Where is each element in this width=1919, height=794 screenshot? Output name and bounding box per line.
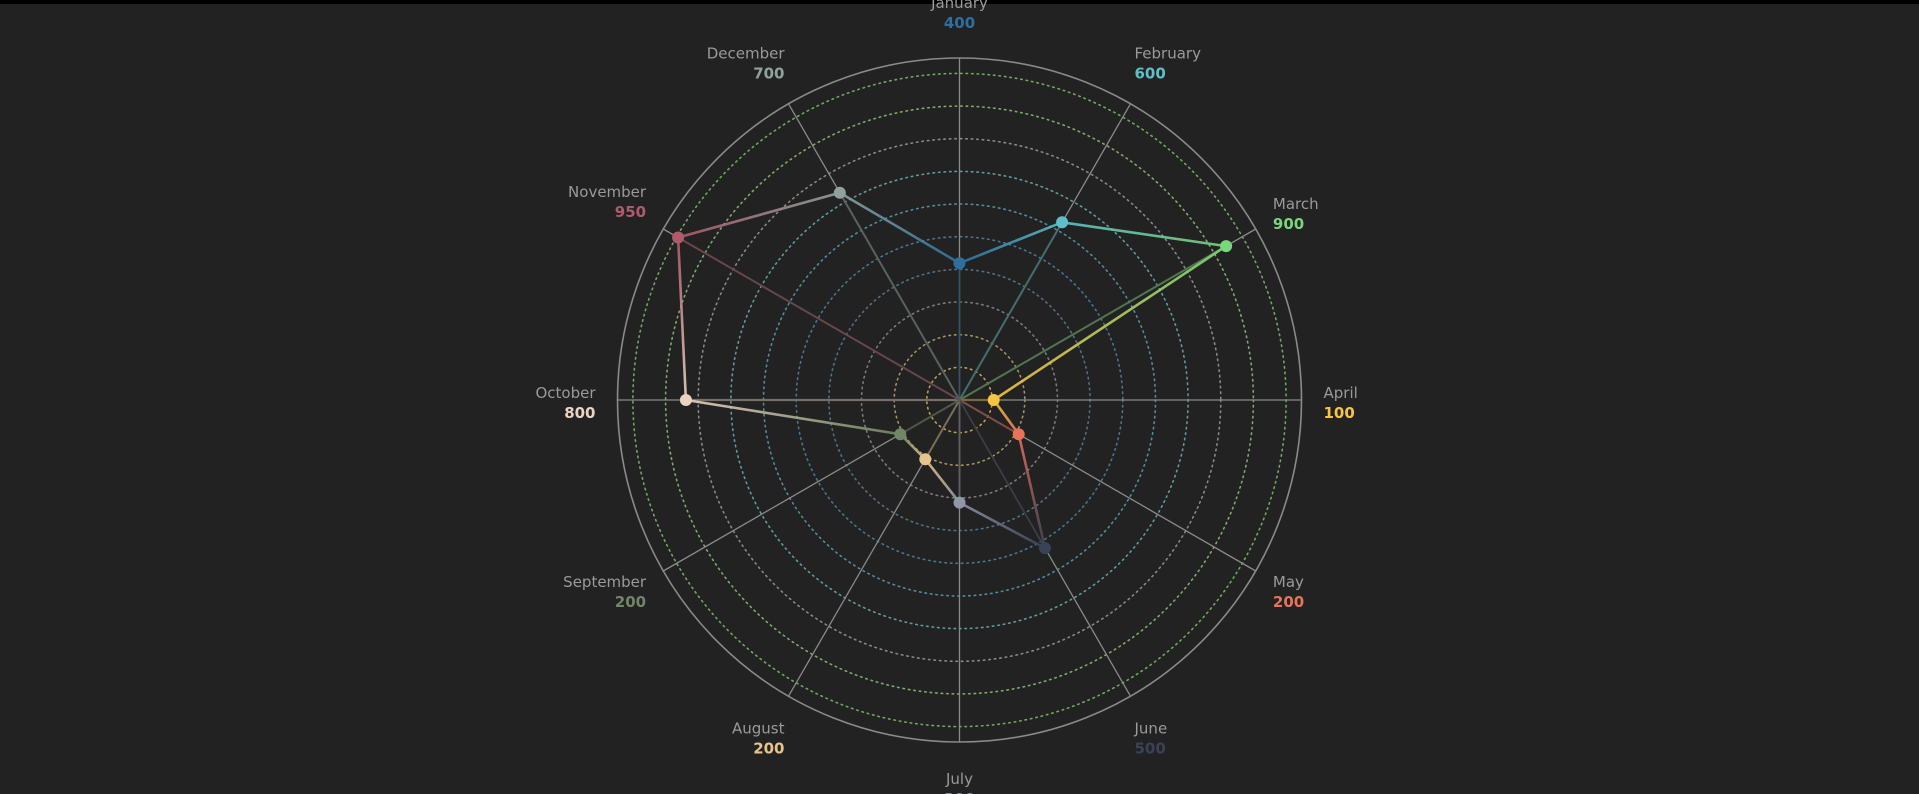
- month-label-december: December: [707, 45, 786, 63]
- series-edge: [838, 191, 961, 265]
- data-point-april: [987, 394, 1000, 406]
- month-label-may: May: [1273, 573, 1304, 591]
- series-edge: [992, 244, 1228, 402]
- series-edge: [1017, 432, 1047, 550]
- data-point-may: [1012, 428, 1025, 441]
- data-point-september: [894, 428, 907, 441]
- value-label-november: 950: [615, 203, 646, 221]
- value-label-december: 700: [753, 65, 784, 83]
- center-line-december: [838, 192, 961, 401]
- center-line-march: [958, 245, 1227, 401]
- center-line-may: [958, 399, 1020, 436]
- center-line-november: [677, 236, 961, 401]
- series-edge: [992, 398, 1021, 436]
- value-label-october: 800: [564, 404, 595, 422]
- series-edge: [676, 191, 842, 239]
- data-point-june: [1039, 542, 1051, 555]
- month-label-march: March: [1273, 195, 1319, 213]
- month-label-august: August: [732, 719, 785, 737]
- data-point-february: [1056, 216, 1069, 229]
- value-label-february: 600: [1135, 65, 1166, 83]
- month-label-july: July: [945, 770, 973, 788]
- value-label-march: 900: [1273, 215, 1304, 233]
- month-label-february: February: [1135, 45, 1202, 63]
- series-edge: [923, 457, 961, 504]
- value-label-may: 200: [1273, 593, 1304, 611]
- value-label-january: 400: [944, 14, 975, 32]
- month-label-september: September: [563, 573, 647, 591]
- month-label-january: January: [930, 0, 988, 12]
- value-label-june: 500: [1135, 739, 1166, 757]
- window-top-border: [0, 0, 1919, 4]
- center-line-june: [958, 399, 1046, 549]
- data-point-march: [1220, 240, 1233, 253]
- value-label-september: 200: [615, 593, 646, 611]
- month-label-april: April: [1324, 384, 1358, 402]
- value-label-july: 300: [944, 790, 975, 794]
- data-point-january: [953, 257, 966, 270]
- value-label-august: 200: [753, 739, 784, 757]
- series-edge: [684, 398, 902, 436]
- center-line-september: [899, 399, 961, 436]
- data-point-august: [919, 453, 932, 466]
- month-label-june: June: [1134, 719, 1168, 737]
- center-line-august: [924, 399, 961, 460]
- data-point-december: [833, 186, 846, 199]
- month-label-october: October: [535, 384, 596, 402]
- data-point-july: [953, 496, 966, 509]
- series-edge: [958, 501, 1047, 550]
- data-point-october: [679, 394, 692, 406]
- axis-labels: January 400 February 600 March 900 April 100 May…: [535, 0, 1357, 794]
- series-edge: [1060, 221, 1228, 248]
- data-points: [672, 186, 1233, 555]
- series-edge: [958, 221, 1064, 265]
- month-label-november: November: [568, 183, 647, 201]
- series-edge: [676, 236, 688, 402]
- series-lines: [676, 191, 1228, 550]
- center-line-february: [958, 221, 1064, 401]
- data-point-november: [672, 231, 685, 244]
- value-label-april: 100: [1324, 404, 1355, 422]
